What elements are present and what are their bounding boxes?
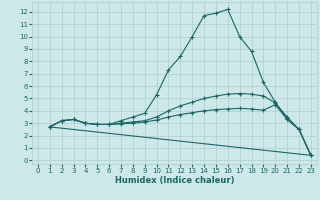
X-axis label: Humidex (Indice chaleur): Humidex (Indice chaleur): [115, 176, 234, 185]
